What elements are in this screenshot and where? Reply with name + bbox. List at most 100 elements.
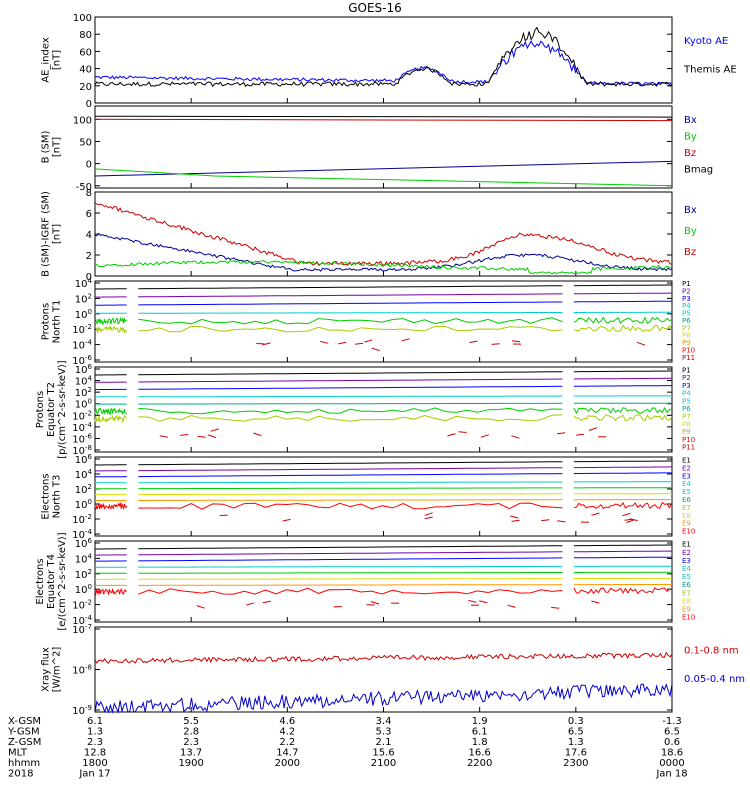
legend-bsmigrf-0: Bx	[684, 205, 697, 216]
flux-sparse-protons2	[448, 434, 456, 436]
ylabel-bsmigrf: B (SM)-IGRF (SM)	[41, 191, 52, 277]
ylabel-bsmigrf: [nT]	[52, 224, 63, 244]
flux-line-electrons1-0-1	[138, 462, 562, 465]
ytick-label-bsmigrf: 6	[86, 209, 92, 220]
xaxis-cell: 2.3	[183, 737, 199, 748]
flux-line-electrons1-2-2	[574, 473, 672, 474]
flux-line-electrons2-1-1	[138, 552, 562, 555]
legend-electrons1-2: E3	[682, 472, 691, 480]
flux-line-protons2-6-1	[138, 415, 562, 421]
xaxis-cell: 2.8	[183, 727, 199, 738]
legend-bsm-0: Bx	[684, 115, 697, 126]
ytick-label-ae: 0	[86, 99, 92, 110]
legend-electrons2-8: E9	[682, 605, 691, 613]
flux-line-electrons1-1-2	[574, 467, 672, 468]
legend-ae-1: Themis AE	[683, 65, 737, 76]
flux-line-electrons2-0-1	[138, 546, 562, 549]
flux-line-electrons2-7-2	[574, 588, 672, 594]
flux-line-electrons2-7-1	[138, 588, 562, 594]
ytick-label-electrons1: 104	[75, 468, 93, 481]
flux-sparse-protons2	[253, 433, 261, 436]
bsmigrf-bz-line	[95, 203, 672, 266]
xaxis-cell: 14.7	[276, 748, 298, 759]
xaxis-cell: 6.5	[664, 727, 680, 738]
legend-bsm-1: By	[684, 132, 697, 143]
flux-sparse-protons1	[372, 348, 380, 350]
flux-sparse-electrons1	[622, 513, 630, 515]
xaxis-cell: 2000	[275, 758, 300, 769]
legend-electrons1-0: E1	[682, 457, 691, 465]
flux-sparse-electrons2	[508, 605, 516, 607]
xaxis-cell: 6.5	[568, 727, 584, 738]
xaxis-row-label: X-GSM	[8, 716, 41, 727]
flux-sparse-protons1	[320, 341, 328, 343]
flux-line-protons2-0-1	[138, 372, 562, 375]
ytick-label-electrons1: 10-2	[72, 513, 92, 526]
ytick-label-electrons2: 104	[75, 552, 93, 565]
legend-bsmigrf-1: By	[684, 226, 697, 237]
bsm-bz-line	[95, 119, 672, 120]
flux-sparse-protons1	[469, 341, 477, 342]
panel-frame-bsm	[95, 106, 672, 188]
flux-line-protons1-5-2	[574, 326, 672, 332]
ylabel-protons2: [p/(cm^2-s-sr-keV)]	[57, 360, 68, 459]
ytick-label-electrons2: 106	[75, 537, 93, 550]
xaxis-cell: 0000	[659, 758, 684, 769]
xaxis-cell: 5.3	[376, 727, 392, 738]
flux-sparse-electrons1	[557, 521, 565, 522]
flux-line-protons2-3-1	[138, 396, 562, 397]
ylabel-protons2: Protons	[35, 391, 46, 428]
xaxis-row-label: MLT	[8, 748, 28, 759]
flux-line-protons2-0-2	[574, 371, 672, 372]
ylabel-electrons2: Electrons	[35, 558, 46, 604]
legend-ae-0: Kyoto AE	[684, 36, 728, 47]
flux-line-electrons1-5-1	[138, 494, 562, 495]
flux-line-electrons1-3-1	[138, 482, 562, 483]
flux-line-protons1-2-2	[574, 301, 672, 302]
xaxis-cell: 1900	[178, 758, 203, 769]
flux-sparse-protons1	[402, 339, 410, 341]
legend-bsmigrf-2: Bz	[684, 247, 696, 258]
flux-sparse-electrons1	[283, 519, 291, 521]
ytick-label-xray: 10-7	[72, 623, 92, 636]
ytick-label-bsmigrf: 8	[86, 188, 92, 199]
legend-xray-1: 0.05-0.4 nm	[684, 674, 745, 685]
flux-line-electrons2-5-1	[138, 579, 562, 580]
xaxis-cell: 0.6	[664, 737, 680, 748]
xaxis-cell: 2.3	[87, 737, 103, 748]
xaxis-cell: 2300	[563, 758, 588, 769]
legend-electrons2-4: E5	[682, 573, 691, 581]
ytick-label-bsmigrf: 2	[86, 251, 92, 262]
legend-electrons1-6: E7	[682, 504, 691, 512]
flux-line-electrons1-4-1	[138, 488, 562, 489]
flux-sparse-protons2	[576, 434, 584, 435]
ytick-label-protons1: 100	[75, 308, 92, 321]
panel-frame-ae	[95, 17, 672, 103]
flux-sparse-protons1	[355, 343, 363, 344]
flux-sparse-electrons1	[425, 517, 433, 519]
legend-protons2-10: P11	[682, 444, 695, 452]
ylabel-protons1: North T1	[52, 300, 63, 344]
ytick-label-xray: 10-8	[72, 664, 92, 677]
ytick-label-ae: 100	[73, 13, 92, 24]
legend-electrons2-9: E10	[682, 614, 695, 622]
legend-electrons1-8: E9	[682, 520, 691, 528]
flux-sparse-electrons2	[551, 607, 559, 608]
ytick-label-bsm: 0	[86, 160, 92, 171]
legend-electrons1-5: E6	[682, 496, 691, 504]
ytick-label-electrons1: 106	[75, 453, 93, 466]
ytick-label-electrons1: 100	[75, 498, 92, 511]
flux-line-protons2-1-2	[574, 378, 672, 379]
ylabel-electrons1: Electrons	[41, 473, 52, 519]
legend-electrons1-4: E5	[682, 488, 691, 496]
flux-sparse-electrons2	[479, 601, 487, 603]
ylabel-protons2: Equator T2	[46, 382, 57, 437]
flux-sparse-electrons2	[591, 601, 599, 603]
xaxis-cell: -1.3	[662, 716, 682, 727]
xaxis-cell: 12.8	[84, 748, 106, 759]
flux-line-electrons1-0-2	[574, 461, 672, 462]
ylabel-ae: [nT]	[52, 50, 63, 70]
ytick-label-bsm: 50	[79, 137, 92, 148]
xaxis-row-label: 2018	[8, 769, 33, 780]
xaxis-row-label: Y-GSM	[7, 727, 40, 738]
